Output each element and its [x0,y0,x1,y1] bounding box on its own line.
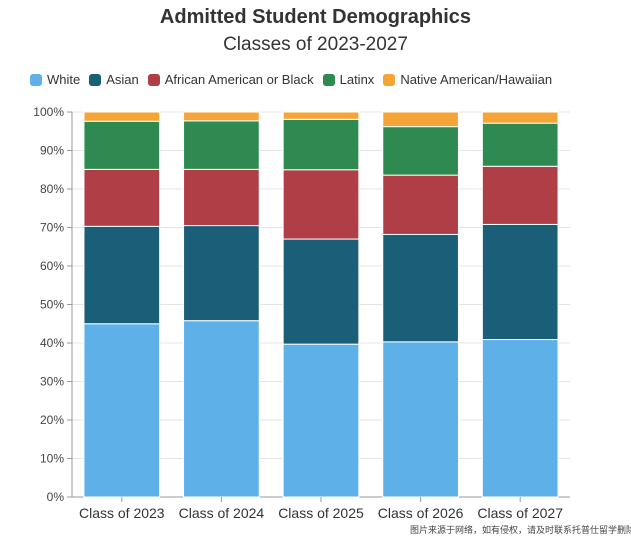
chart-title: Admitted Student Demographics [159,6,472,28]
y-tick-label: 80% [40,182,64,196]
y-tick-label: 100% [33,105,64,119]
legend-item-asian[interactable]: Asian [89,72,139,87]
y-tick-label: 0% [47,490,65,504]
x-tick-label: Class of 2027 [477,505,563,521]
bar-segment-native-american-hawaiian [83,111,161,122]
bar-segment-white [282,343,360,498]
bar-segment-asian [382,233,459,343]
legend-label: Latinx [339,72,375,87]
y-tick-label: 40% [40,336,64,350]
bar-segment-white [183,320,260,498]
legend-item-white[interactable]: White [30,72,80,87]
y-tick-label: 90% [40,144,64,158]
legend-item-african-american[interactable]: African American or Black [147,72,314,87]
x-tick-label: Class of 2026 [378,505,464,521]
bar-segment-latinx [183,120,260,170]
bar-segment-african-american-or-black [183,168,260,227]
x-tick-label: Class of 2023 [79,505,165,521]
legend-label: African American or Black [164,72,314,87]
bar-segment-asian [83,225,161,325]
bar-segment-african-american-or-black [481,165,559,225]
chart-subtitle: Classes of 2023-2027 [223,34,408,55]
bar-segment-african-american-or-black [83,168,161,227]
legend-label: Asian [106,72,139,87]
legend: White Asian African American or Black La… [30,72,561,87]
legend-swatch [89,73,102,86]
bar-segment-asian [282,238,360,345]
bar-segment-latinx [83,120,161,170]
legend-swatch [383,73,396,86]
bar-segment-african-american-or-black [382,174,459,235]
legend-label: White [47,72,81,87]
bar-segment-african-american-or-black [282,169,360,240]
legend-item-latinx[interactable]: Latinx [322,72,375,87]
bar-segment-asian [183,225,260,322]
y-tick-label: 50% [40,298,64,312]
bar-segment-native-american-hawaiian [183,111,260,122]
bar-segment-asian [481,223,559,341]
legend-swatch [30,73,42,86]
bar-segment-native-american-hawaiian [481,111,559,124]
bar-segment-native-american-hawaiian [382,111,459,128]
bar-segment-latinx [481,122,559,167]
legend-item-native-american[interactable]: Native American/Hawaiian [383,72,552,87]
bar-segment-latinx [282,118,360,171]
bar-segment-native-american-hawaiian [282,111,360,120]
y-tick-label: 20% [40,413,64,427]
watermark-text: 图片来源于网络，如有侵权，请及时联系托普仕留学删除 [410,525,631,535]
legend-swatch [322,73,335,86]
legend-label: Native American/Hawaiian [400,72,553,87]
x-tick-label: Class of 2024 [179,505,265,521]
legend-swatch [147,73,160,86]
bar-segment-latinx [382,126,459,176]
bar-segment-white [83,323,161,498]
y-tick-label: 10% [40,452,64,466]
y-tick-label: 30% [40,375,64,389]
y-tick-label: 60% [40,259,64,273]
bar-segment-white [382,341,459,498]
bar-segment-white [481,339,559,498]
y-tick-label: 70% [40,221,64,235]
x-tick-label: Class of 2025 [278,505,364,521]
